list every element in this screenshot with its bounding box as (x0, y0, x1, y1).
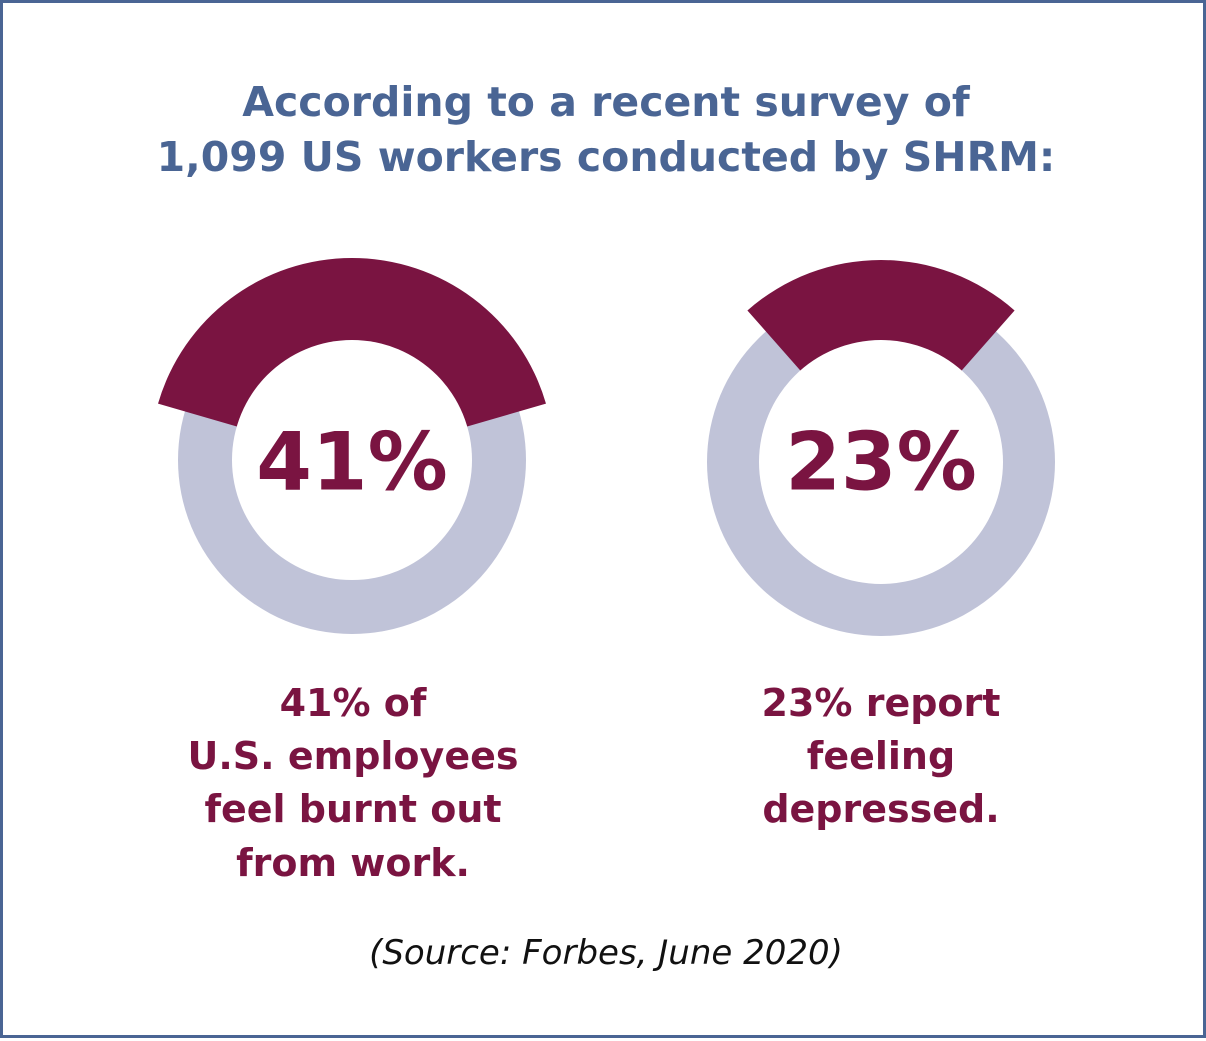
donut-highlight-depression (747, 259, 1015, 375)
donut-chart-burnout: 41% (158, 258, 546, 634)
caption-depression: 23% report feeling depressed. (671, 677, 1091, 837)
caption-burnout: 41% of U.S. employees feel burnt out fro… (143, 677, 563, 890)
page-title: According to a recent survey of 1,099 US… (3, 75, 1206, 186)
donut-hole-depression (759, 340, 1003, 584)
donut-chart-depression: 23% (707, 259, 1055, 636)
caption-burnout-line-4: from work. (236, 840, 470, 885)
donut-hole-burnout (232, 340, 472, 580)
caption-depression-line-1: 23% report (761, 681, 1001, 725)
source-note: (Source: Forbes, June 2020) (369, 933, 843, 973)
donut-charts: 41% 23% (158, 258, 1055, 636)
donut-value-label-depression: 23% (785, 416, 976, 509)
caption-burnout-line-1: 41% of (279, 681, 427, 725)
caption-depression-line-2: feeling (806, 734, 956, 779)
caption-burnout-line-2: U.S. employees (187, 734, 519, 779)
caption-depression-line-3: depressed. (762, 787, 1000, 832)
donut-value-label-burnout: 41% (256, 416, 447, 509)
title-line-1: According to a recent survey of (242, 78, 970, 126)
caption-burnout-line-3: feel burnt out (204, 787, 502, 832)
title-line-2: 1,099 US workers conducted by SHRM: (156, 133, 1056, 182)
